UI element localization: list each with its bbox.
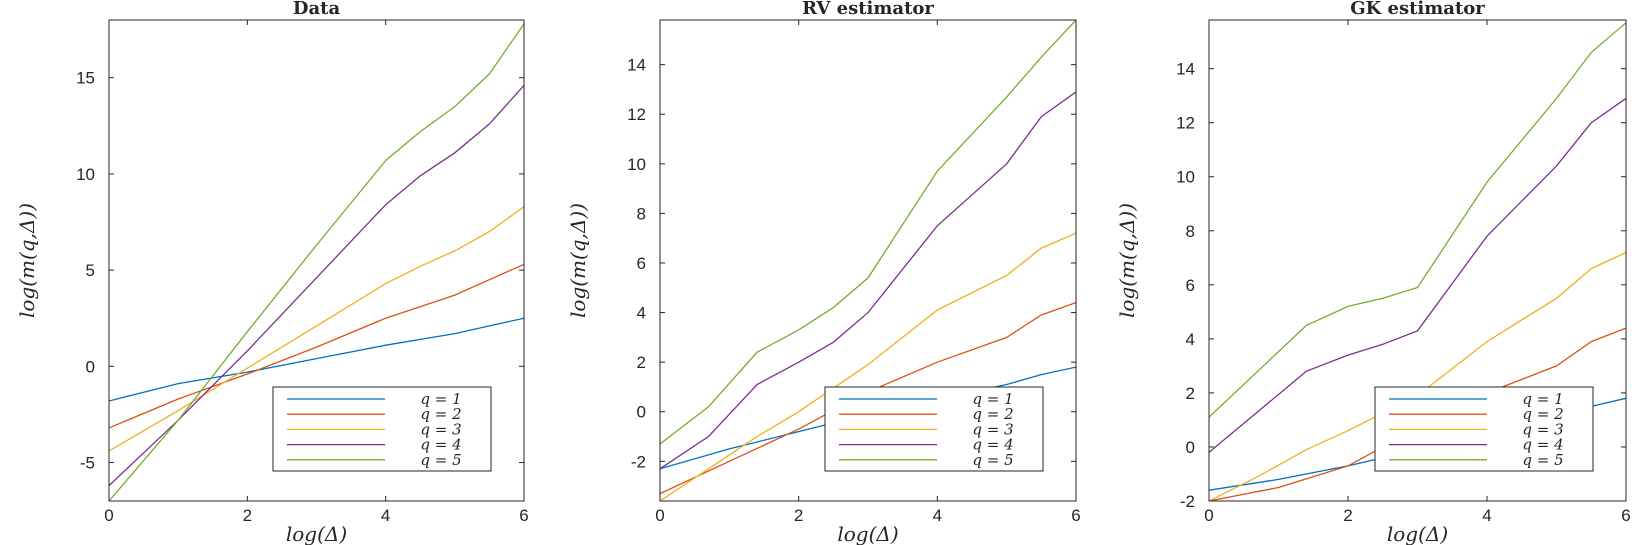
x-tick-label: 6 — [1621, 506, 1630, 525]
legend-entry-q5: q = 5 — [972, 451, 1013, 469]
chart-panel-2: 0 2 4 6 -2 0 2 4 6 8 10 12 14 RV estimator log(Δ) log(m… — [566, 0, 1081, 545]
y-tick-label: 10 — [76, 165, 95, 184]
legend-entry-q1: q = 1 — [1522, 390, 1563, 408]
x-axis-label: log(Δ) — [1387, 522, 1448, 545]
legend-entry-q1: q = 1 — [420, 390, 461, 408]
legend: q = 1q = 2q = 3q = 4q = 5 — [1374, 386, 1594, 472]
chart-title: RV estimator — [802, 0, 934, 19]
series-line-q5 — [109, 23, 524, 501]
y-tick-label: 0 — [86, 357, 95, 376]
y-tick-label: 0 — [1186, 438, 1195, 457]
legend-entry-q3: q = 3 — [972, 420, 1013, 438]
y-tick-label: 14 — [1176, 60, 1195, 79]
legend-entry-q2: q = 2 — [1522, 405, 1563, 423]
y-tick-label: 8 — [1186, 222, 1195, 241]
y-axis-label: log(m(q,Δ)) — [566, 203, 590, 318]
legend-entry-q4: q = 4 — [420, 436, 461, 454]
series-line-q4 — [1209, 97, 1626, 453]
legend-entry-q5: q = 5 — [420, 451, 461, 469]
y-axis-label: log(m(q,Δ)) — [15, 203, 39, 318]
axes-box — [1208, 19, 1627, 502]
y-tick-label: 4 — [1186, 330, 1195, 349]
legend: q = 1q = 2q = 3q = 4q = 5 — [272, 386, 492, 472]
y-tick-label: 5 — [86, 261, 95, 280]
series-line-q5 — [660, 20, 1076, 445]
x-tick-label: 4 — [381, 506, 390, 525]
y-tick-label: 0 — [637, 403, 646, 422]
y-tick-label: 6 — [1186, 276, 1195, 295]
y-tick-label: 2 — [637, 353, 646, 372]
x-tick-label: 2 — [794, 506, 803, 525]
legend: q = 1q = 2q = 3q = 4q = 5 — [824, 386, 1044, 472]
series-line-q4 — [109, 84, 524, 487]
series-line-q1 — [109, 317, 524, 402]
axes-box — [659, 19, 1077, 502]
x-tick-label: 0 — [655, 506, 664, 525]
legend-entry-q2: q = 2 — [972, 405, 1013, 423]
legend-entry-q5: q = 5 — [1522, 451, 1563, 469]
x-tick-label: 6 — [519, 506, 528, 525]
chart-panel-3: 0 2 4 6 -2 0 2 4 6 8 10 12 14 GK estimator log(Δ) log(m… — [1115, 0, 1631, 545]
y-tick-label: 6 — [637, 254, 646, 273]
series-line-q2 — [109, 263, 524, 429]
y-tick-label: -2 — [631, 452, 646, 471]
series-line-q5 — [1209, 22, 1626, 418]
series-line-q3 — [660, 232, 1076, 501]
x-tick-label: 0 — [104, 506, 113, 525]
legend-entry-q4: q = 4 — [1522, 436, 1563, 454]
x-tick-label: 4 — [1482, 506, 1491, 525]
y-tick-label: 12 — [627, 105, 646, 124]
y-tick-label: 8 — [637, 204, 646, 223]
y-tick-label: -5 — [80, 454, 95, 473]
legend-entry-q2: q = 2 — [420, 405, 461, 423]
y-tick-label: -2 — [1180, 492, 1195, 511]
x-tick-label: 4 — [933, 506, 942, 525]
x-axis-label: log(Δ) — [286, 522, 347, 545]
x-tick-label: 0 — [1204, 506, 1213, 525]
x-tick-label: 2 — [1343, 506, 1352, 525]
legend-entry-q3: q = 3 — [420, 420, 461, 438]
legend-entry-q1: q = 1 — [972, 390, 1013, 408]
series-line-q4 — [660, 91, 1076, 470]
legend-entry-q4: q = 4 — [972, 436, 1013, 454]
series-line-q2 — [660, 301, 1076, 495]
y-tick-label: 10 — [627, 155, 646, 174]
axes-box — [108, 19, 525, 502]
y-tick-label: 12 — [1176, 114, 1195, 133]
y-axis-label: log(m(q,Δ)) — [1115, 203, 1139, 318]
x-tick-label: 6 — [1071, 506, 1080, 525]
y-tick-label: 15 — [76, 69, 95, 88]
x-tick-label: 2 — [243, 506, 252, 525]
y-tick-label: 10 — [1176, 168, 1195, 187]
y-tick-label: 2 — [1186, 384, 1195, 403]
chart-title: Data — [293, 0, 341, 19]
y-tick-label: 4 — [637, 304, 646, 323]
chart-title: GK estimator — [1350, 0, 1485, 19]
x-axis-label: log(Δ) — [837, 522, 898, 545]
y-tick-label: 14 — [627, 56, 646, 75]
legend-entry-q3: q = 3 — [1522, 420, 1563, 438]
